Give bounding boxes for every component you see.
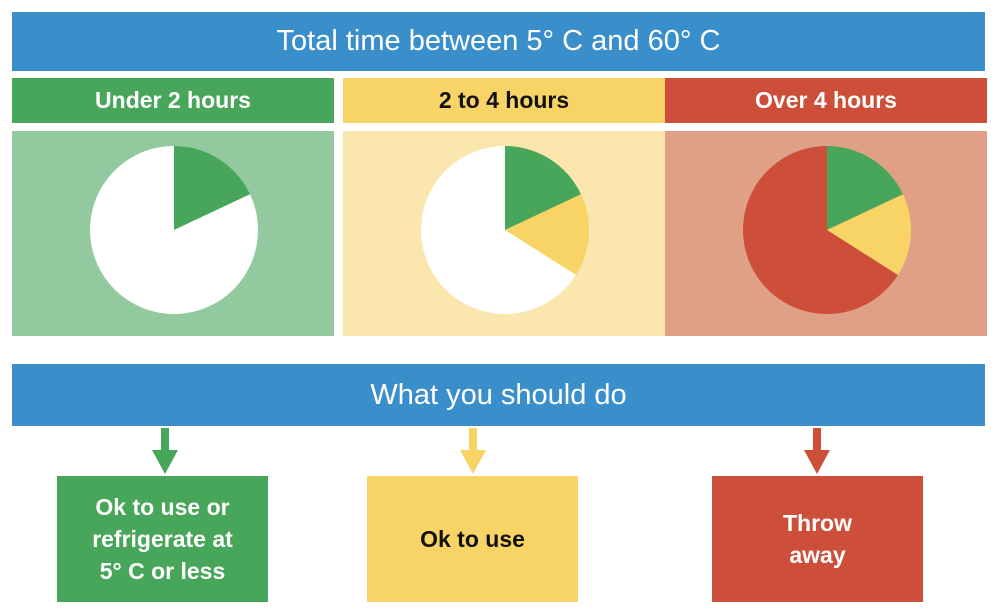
panel-2-to-4-hours	[343, 131, 665, 336]
header-under-2-hours: Under 2 hours	[12, 78, 334, 123]
header-label: Over 4 hours	[755, 87, 897, 113]
header-2-to-4-hours: 2 to 4 hours	[343, 78, 665, 123]
pie-slice-green	[505, 146, 582, 230]
pie-slice-yellow	[827, 194, 912, 276]
panel-over-4-hours	[665, 131, 987, 336]
pie-slice-yellow	[505, 194, 590, 276]
down-arrow-icon	[152, 428, 178, 474]
title-banner: Total time between 5° C and 60° C	[12, 12, 985, 71]
action-label: Ok to use or refrigerate at 5° C or less	[92, 494, 233, 584]
action-label: Throw away	[783, 510, 852, 568]
header-label: 2 to 4 hours	[438, 87, 570, 113]
title-text: Total time between 5° C and 60° C	[276, 25, 721, 57]
pie-slice-red	[742, 146, 898, 314]
pie-chart-over-4-hours	[742, 146, 912, 314]
action-label: Ok to use	[420, 526, 525, 552]
header-over-4-hours: Over 4 hours	[665, 78, 987, 123]
panel-under-2-hours	[12, 131, 334, 336]
pie-slice-empty	[420, 146, 576, 314]
pie-chart-under-2-hours	[90, 146, 259, 314]
action-banner-text: What you should do	[370, 378, 627, 411]
pie-slice-green	[174, 146, 251, 230]
action-ok-to-use: Ok to use	[367, 476, 578, 602]
down-arrow-icon	[804, 428, 830, 474]
pie-chart-2-to-4-hours	[420, 146, 590, 314]
pie-slice-empty	[90, 146, 259, 314]
header-label: Under 2 hours	[95, 87, 251, 113]
action-refrigerate: Ok to use or refrigerate at 5° C or less	[57, 476, 268, 602]
down-arrow-icon	[460, 428, 486, 474]
action-banner: What you should do	[12, 364, 985, 426]
pie-slice-green	[827, 146, 904, 230]
action-throw-away: Throw away	[712, 476, 923, 602]
